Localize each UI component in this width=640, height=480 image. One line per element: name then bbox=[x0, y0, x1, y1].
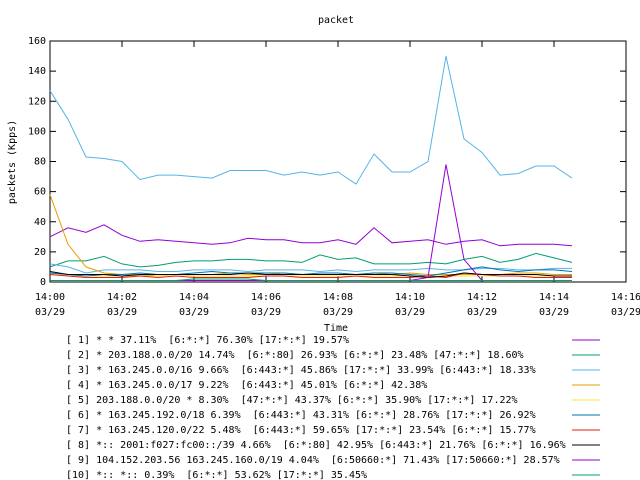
legend-label: [ 8] *:: 2001:f027:fc00::/39 4.66% [6:*:… bbox=[66, 440, 566, 451]
y-tick-label: 60 bbox=[34, 187, 46, 198]
y-tick-label: 160 bbox=[28, 36, 46, 47]
y-tick-label: 120 bbox=[28, 96, 46, 107]
legend-label: [ 7] * 163.245.120.0/22 5.48% [6:443:*] … bbox=[66, 425, 536, 436]
y-tick-label: 0 bbox=[40, 277, 46, 288]
legend-label: [ 5] 203.188.0.0/20 * 8.30% [47:*:*] 43.… bbox=[66, 395, 518, 406]
series-line bbox=[49, 271, 572, 279]
legend-label: [ 3] * 163.245.0.0/16 9.66% [6:443:*] 45… bbox=[66, 365, 536, 376]
x-tick-label: 14:12 bbox=[467, 292, 497, 303]
series-line bbox=[50, 278, 572, 281]
x-tick-label: 14:10 bbox=[395, 292, 425, 303]
series-line bbox=[49, 266, 573, 277]
x-tick-label: 14:16 bbox=[611, 292, 640, 303]
y-tick-label: 100 bbox=[28, 126, 46, 137]
x-tick-label: 14:14 bbox=[539, 292, 569, 303]
legend-label: [ 4] * 163.245.0.0/17 9.22% [6:443:*] 45… bbox=[66, 380, 427, 391]
x-tick-date: 03/29 bbox=[539, 307, 569, 318]
legend-label: [10] *:: *:: 0.39% [6:*:*] 53.62% [17:*:… bbox=[66, 470, 367, 480]
legend-label: [ 6] * 163.245.192.0/18 6.39% [6:443:*] … bbox=[66, 410, 536, 421]
y-axis-label: packets (Kpps) bbox=[7, 120, 18, 204]
y-tick-label: 20 bbox=[34, 247, 46, 258]
x-tick-date: 03/29 bbox=[179, 307, 209, 318]
x-axis-label: Time bbox=[324, 323, 348, 334]
series-line bbox=[50, 164, 572, 281]
series-line bbox=[49, 263, 572, 274]
x-tick-label: 14:08 bbox=[323, 292, 353, 303]
x-tick-date: 03/29 bbox=[611, 307, 640, 318]
legend-label: [ 2] * 203.188.0.0/20 14.74% [6:*:80] 26… bbox=[66, 350, 524, 361]
x-tick-date: 03/29 bbox=[251, 307, 281, 318]
x-tick-date: 03/29 bbox=[467, 307, 497, 318]
series-line bbox=[49, 55, 573, 185]
legend-label: [ 1] * * 37.11% [6:*:*] 76.30% [17:*:*] … bbox=[66, 335, 349, 346]
x-tick-date: 03/29 bbox=[323, 307, 353, 318]
series-line bbox=[49, 194, 572, 277]
y-tick-label: 40 bbox=[34, 217, 46, 228]
x-tick-label: 14:00 bbox=[35, 292, 65, 303]
chart-title: packet bbox=[318, 15, 354, 26]
series-line bbox=[49, 224, 573, 247]
y-tick-label: 140 bbox=[28, 66, 46, 77]
y-tick-label: 80 bbox=[34, 157, 46, 168]
x-tick-date: 03/29 bbox=[107, 307, 137, 318]
x-tick-label: 14:04 bbox=[179, 292, 209, 303]
legend-label: [ 9] 104.152.203.56 163.245.160.0/19 4.0… bbox=[66, 455, 560, 466]
series-line bbox=[49, 252, 573, 268]
x-tick-date: 03/29 bbox=[395, 307, 425, 318]
plot-frame bbox=[49, 40, 627, 283]
x-tick-date: 03/29 bbox=[35, 307, 65, 318]
x-tick-label: 14:02 bbox=[107, 292, 137, 303]
x-tick-label: 14:06 bbox=[251, 292, 281, 303]
